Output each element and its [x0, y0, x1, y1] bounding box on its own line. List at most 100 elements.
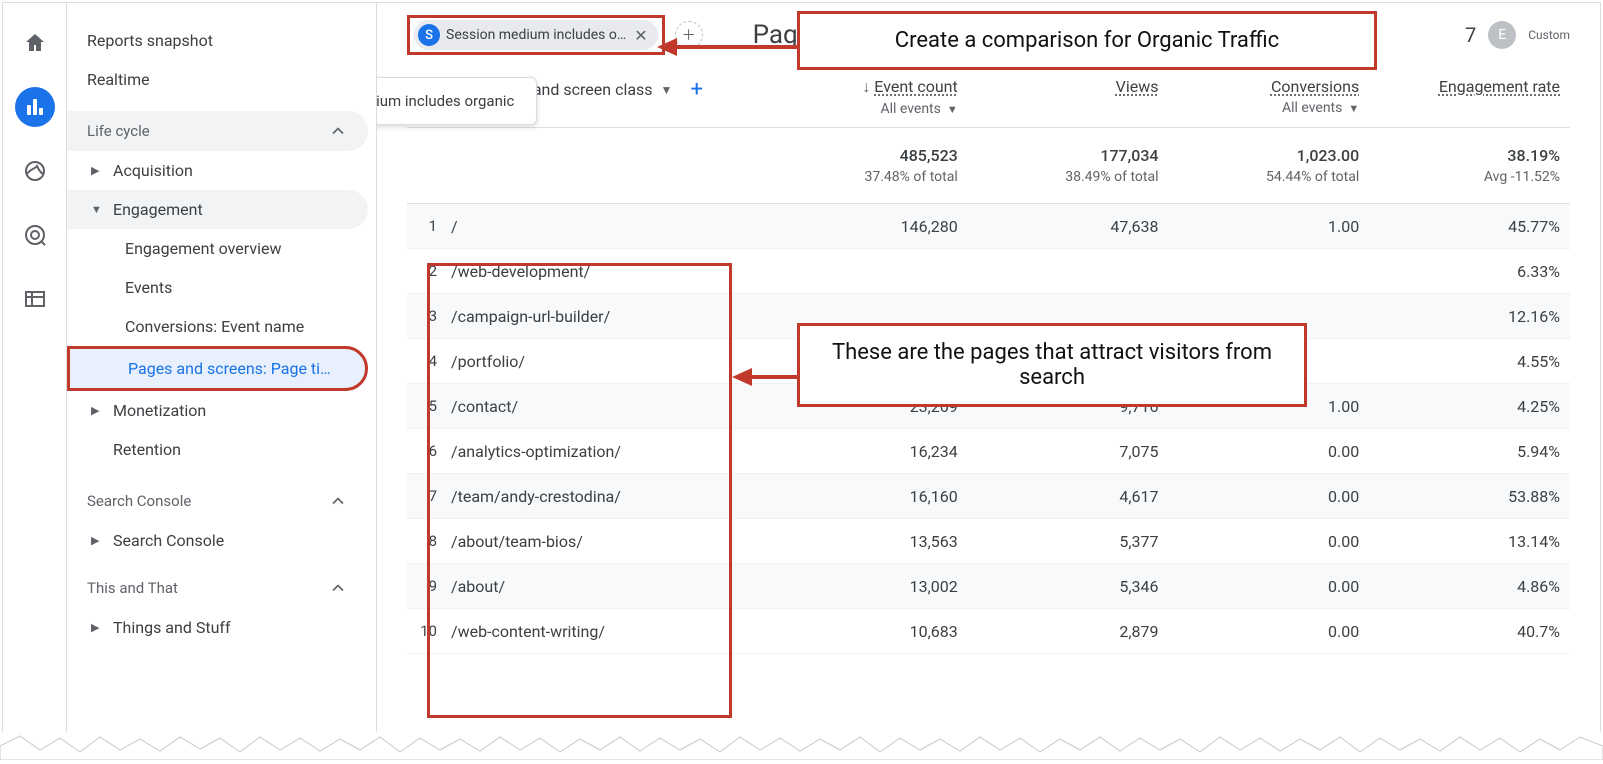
annotation-arrow-1	[657, 35, 807, 65]
chip-tooltip: Session medium includes organic	[377, 77, 537, 125]
row-metric-cell: 53.88%	[1369, 487, 1570, 506]
row-metric-cell: 6.33%	[1369, 262, 1570, 281]
sidebar-item-search-console[interactable]: ▶ Search Console	[67, 521, 368, 560]
row-metric-cell: 1.00	[1169, 217, 1370, 236]
metric-label: Conversions	[1169, 77, 1360, 96]
sidebar-sub-conversions[interactable]: Conversions: Event name	[67, 307, 368, 346]
caret-right-icon: ▶	[91, 164, 105, 177]
annotation-callout-1: Create a comparison for Organic Traffic	[797, 11, 1377, 70]
chip-close-icon[interactable]: ✕	[632, 26, 649, 45]
sidebar: Reports snapshot Realtime Life cycle ▶ Ac…	[67, 3, 377, 757]
chevron-up-icon	[328, 491, 348, 511]
metric-header-event-count[interactable]: ↓ Event count All events ▼	[767, 77, 968, 117]
explore-icon[interactable]	[15, 151, 55, 191]
caret-down-icon: ▼	[91, 203, 105, 216]
section-label: Life cycle	[87, 122, 150, 140]
row-metric-cell: 4.86%	[1369, 577, 1570, 596]
row-metric-cell: 146,280	[767, 217, 968, 236]
sidebar-sub-events[interactable]: Events	[67, 268, 368, 307]
configure-icon[interactable]	[15, 279, 55, 319]
chevron-up-icon	[328, 121, 348, 141]
nav-label: Things and Stuff	[113, 618, 231, 637]
row-metric-cell: 13,563	[767, 532, 968, 551]
sidebar-sub-pages-screens[interactable]: Pages and screens: Page ti…	[67, 346, 368, 391]
metric-sublabel: All events	[880, 101, 940, 117]
row-metric-cell: 5.94%	[1369, 442, 1570, 461]
reports-icon[interactable]	[15, 87, 55, 127]
table-row[interactable]: 1/146,28047,6381.0045.77%	[407, 204, 1570, 249]
total-sub: Avg -11.52%	[1369, 169, 1560, 185]
chip-label: Session medium includes o…	[446, 27, 626, 43]
annotation-chip-highlight: S Session medium includes o… ✕	[407, 15, 665, 55]
chevron-down-icon: ▼	[947, 103, 958, 116]
row-metric-cell: 16,160	[767, 487, 968, 506]
row-index: 1	[407, 217, 451, 235]
section-life-cycle[interactable]: Life cycle	[67, 111, 368, 151]
row-metric-cell: 7,075	[968, 442, 1169, 461]
row-metric-cell: 45.77%	[1369, 217, 1570, 236]
row-metric-cell: 12.16%	[1369, 307, 1570, 326]
caret-right-icon: ▶	[91, 621, 105, 634]
table-header-row: Page path and screen class ▼ + ↓ Event c…	[407, 71, 1570, 128]
section-search-console[interactable]: Search Console	[67, 481, 368, 521]
nav-icon-rail	[3, 3, 67, 757]
caret-right-icon: ▶	[91, 534, 105, 547]
sidebar-item-things-stuff[interactable]: ▶ Things and Stuff	[67, 608, 368, 647]
add-dimension-button[interactable]: +	[690, 77, 702, 102]
row-metric-cell: 5,346	[968, 577, 1169, 596]
section-label: This and That	[87, 579, 178, 597]
row-metric-cell: 16,234	[767, 442, 968, 461]
table-totals-row: 485,52337.48% of total 177,03438.49% of …	[407, 128, 1570, 204]
home-icon[interactable]	[15, 23, 55, 63]
annotation-paths-highlight	[427, 263, 732, 718]
chevron-down-icon: ▼	[661, 83, 673, 97]
chip-badge: S	[418, 24, 440, 46]
sidebar-realtime[interactable]: Realtime	[87, 60, 356, 99]
row-metric-cell: 13.14%	[1369, 532, 1570, 551]
metric-header-conversions[interactable]: Conversions All events▼	[1169, 77, 1370, 116]
metric-header-views[interactable]: Views	[968, 77, 1169, 96]
total-sub: 38.49% of total	[968, 169, 1159, 185]
row-metric-cell: 0.00	[1169, 442, 1370, 461]
comparison-chip[interactable]: S Session medium includes o… ✕	[414, 20, 658, 50]
main-content: Session medium includes organic S Sessio…	[377, 3, 1600, 757]
section-this-that[interactable]: This and That	[67, 568, 368, 608]
row-metric-cell: 0.00	[1169, 577, 1370, 596]
total-value: 485,523	[767, 146, 958, 165]
total-sub: 54.44% of total	[1169, 169, 1360, 185]
sidebar-item-retention[interactable]: Retention	[67, 430, 368, 469]
row-metric-cell: 47,638	[968, 217, 1169, 236]
row-metric-cell: 4.55%	[1369, 352, 1570, 371]
chevron-up-icon	[328, 578, 348, 598]
row-metric-cell: 2,879	[968, 622, 1169, 641]
date-range-custom[interactable]: Custom	[1528, 28, 1570, 42]
torn-edge-decoration	[0, 732, 1603, 760]
sidebar-item-monetization[interactable]: ▶ Monetization	[67, 391, 368, 430]
nav-label: Engagement	[113, 200, 203, 219]
advertising-icon[interactable]	[15, 215, 55, 255]
topbar-number: 7	[1465, 23, 1476, 47]
metric-label: Engagement rate	[1369, 77, 1560, 96]
row-metric-cell: 0.00	[1169, 622, 1370, 641]
sidebar-item-acquisition[interactable]: ▶ Acquisition	[67, 151, 368, 190]
chevron-down-icon: ▼	[1348, 102, 1359, 115]
annotation-arrow-2	[732, 365, 807, 395]
sort-arrow-icon: ↓	[862, 77, 874, 96]
row-metric-cell: 4,617	[968, 487, 1169, 506]
nav-label: Acquisition	[113, 161, 193, 180]
row-metric-cell: 0.00	[1169, 532, 1370, 551]
sidebar-item-engagement[interactable]: ▼ Engagement	[67, 190, 368, 229]
caret-right-icon: ▶	[91, 404, 105, 417]
row-page-path: /	[451, 217, 767, 236]
total-value: 38.19%	[1369, 146, 1560, 165]
sidebar-sub-engagement-overview[interactable]: Engagement overview	[67, 229, 368, 268]
nav-label: Search Console	[113, 531, 224, 550]
user-avatar[interactable]: E	[1488, 21, 1516, 49]
nav-label: Monetization	[113, 401, 206, 420]
row-metric-cell: 13,002	[767, 577, 968, 596]
sidebar-reports-snapshot[interactable]: Reports snapshot	[87, 21, 356, 60]
row-metric-cell: 5,377	[968, 532, 1169, 551]
metric-label: Event count	[874, 77, 957, 96]
metric-label: Views	[968, 77, 1159, 96]
metric-header-engagement[interactable]: Engagement rate	[1369, 77, 1570, 96]
